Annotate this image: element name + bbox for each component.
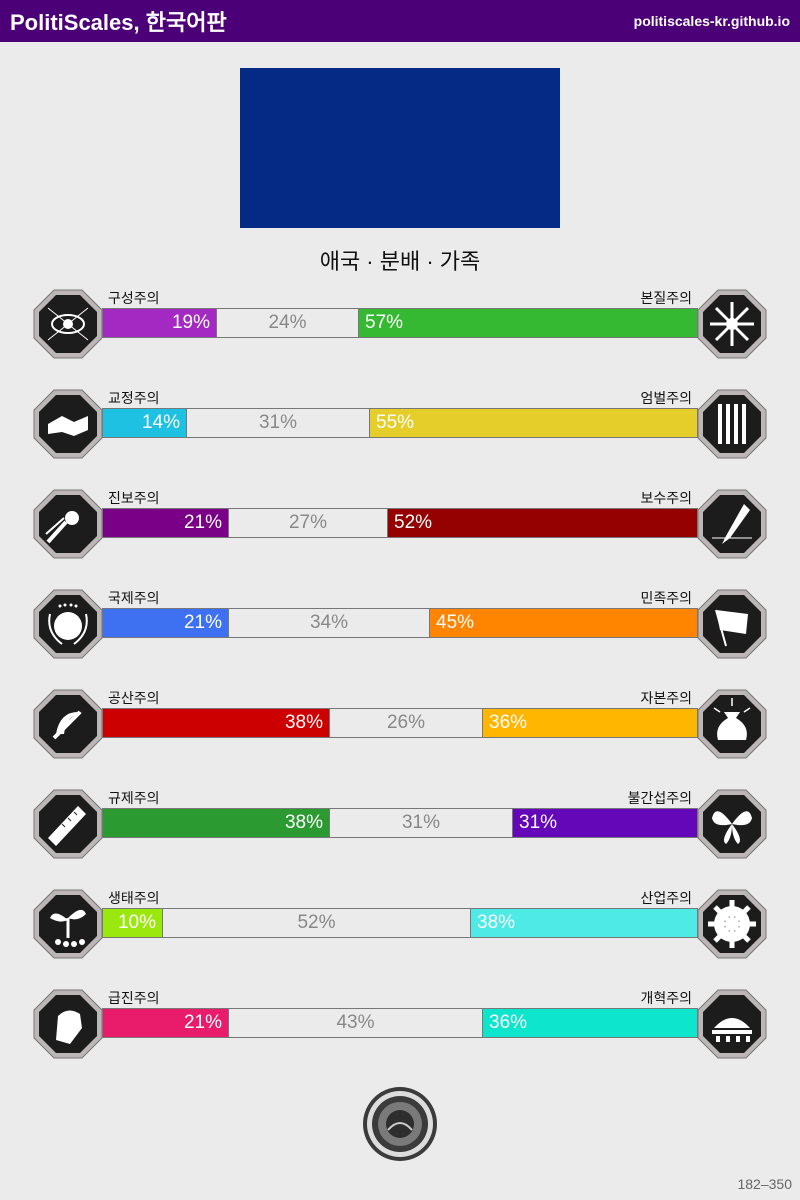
axis-left-label: 국제주의	[108, 590, 160, 606]
axis-bar: 14% 31% 55%	[102, 408, 698, 438]
axis-center-segment: 52%	[162, 909, 471, 937]
axis-left-segment: 38%	[103, 809, 329, 837]
axis-left-segment: 21%	[103, 1009, 228, 1037]
seal-emblem-icon	[363, 1087, 437, 1161]
axis-right-segment: 38%	[471, 909, 697, 937]
handshake-icon	[33, 389, 103, 459]
axis-row: 국제주의 민족주의 21% 34% 45%	[0, 588, 800, 668]
app-title: PolitiScales, 한국어판	[10, 10, 227, 35]
axis-right-segment: 36%	[483, 1009, 697, 1037]
axis-row: 구성주의 본질주의 19% 24% 57%	[0, 288, 800, 368]
prison-bars-icon	[697, 389, 767, 459]
fist-icon	[33, 989, 103, 1059]
axis-right-label: 산업주의	[640, 890, 692, 906]
axis-right-label: 개혁주의	[640, 990, 692, 1006]
axis-left-label: 급진주의	[108, 990, 160, 1006]
axis-bar: 21% 43% 36%	[102, 1008, 698, 1038]
axis-right-segment: 52%	[388, 509, 697, 537]
axis-right-label: 불간섭주의	[627, 790, 692, 806]
axis-center-segment: 31%	[186, 409, 370, 437]
axis-right-segment: 57%	[359, 309, 697, 337]
axis-left-segment: 38%	[103, 709, 329, 737]
comet-icon	[33, 489, 103, 559]
axis-bar: 38% 31% 31%	[102, 808, 698, 838]
app-header: PolitiScales, 한국어판 politiscales-kr.githu…	[0, 0, 800, 42]
axis-bar: 10% 52% 38%	[102, 908, 698, 938]
axis-row: 교정주의 엄벌주의 14% 31% 55%	[0, 388, 800, 468]
gear-icon	[697, 889, 767, 959]
sprout-icon	[33, 889, 103, 959]
axis-center-segment: 26%	[329, 709, 483, 737]
quill-icon	[697, 489, 767, 559]
axis-bar: 21% 27% 52%	[102, 508, 698, 538]
result-flag	[240, 68, 560, 228]
money-bag-icon	[697, 689, 767, 759]
axis-left-label: 생태주의	[108, 890, 160, 906]
ruler-icon	[33, 789, 103, 859]
axis-left-label: 교정주의	[108, 390, 160, 406]
axis-center-segment: 27%	[228, 509, 388, 537]
axis-right-label: 본질주의	[640, 290, 692, 306]
flag-icon	[697, 589, 767, 659]
hammer-sickle-icon	[33, 689, 103, 759]
axis-right-segment: 31%	[513, 809, 697, 837]
axis-center-segment: 31%	[329, 809, 513, 837]
axis-right-segment: 55%	[370, 409, 697, 437]
axis-center-segment: 24%	[216, 309, 359, 337]
parliament-icon	[697, 989, 767, 1059]
axis-row: 공산주의 자본주의 38% 26% 36%	[0, 688, 800, 768]
axis-left-segment: 21%	[103, 609, 228, 637]
axis-left-label: 진보주의	[108, 490, 160, 506]
axis-row: 생태주의 산업주의 10% 52% 38%	[0, 888, 800, 968]
eye-icon	[33, 289, 103, 359]
slogan: 애국 · 분배 · 가족	[319, 249, 481, 274]
axis-right-segment: 36%	[483, 709, 697, 737]
butterfly-icon	[697, 789, 767, 859]
axis-left-segment: 19%	[103, 309, 216, 337]
axis-left-label: 규제주의	[108, 790, 160, 806]
axis-left-segment: 14%	[103, 409, 186, 437]
axis-center-segment: 34%	[228, 609, 430, 637]
axis-left-label: 구성주의	[108, 290, 160, 306]
axis-row: 진보주의 보수주의 21% 27% 52%	[0, 488, 800, 568]
axis-right-segment: 45%	[430, 609, 697, 637]
axis-row: 규제주의 불간섭주의 38% 31% 31%	[0, 788, 800, 868]
flower-icon	[697, 289, 767, 359]
site-url[interactable]: politiscales-kr.github.io	[633, 13, 790, 29]
axis-right-label: 자본주의	[640, 690, 692, 706]
axis-right-label: 엄벌주의	[640, 390, 692, 406]
axis-bar: 19% 24% 57%	[102, 308, 698, 338]
axis-row: 급진주의 개혁주의 21% 43% 36%	[0, 988, 800, 1068]
globe-laurel-icon	[33, 589, 103, 659]
axis-left-segment: 21%	[103, 509, 228, 537]
axis-left-segment: 10%	[103, 909, 162, 937]
axis-left-label: 공산주의	[108, 690, 160, 706]
axis-center-segment: 43%	[228, 1009, 483, 1037]
score-range: 182–350	[737, 1176, 792, 1192]
axis-right-label: 민족주의	[640, 590, 692, 606]
axis-right-label: 보수주의	[640, 490, 692, 506]
axis-bar: 38% 26% 36%	[102, 708, 698, 738]
axis-bar: 21% 34% 45%	[102, 608, 698, 638]
